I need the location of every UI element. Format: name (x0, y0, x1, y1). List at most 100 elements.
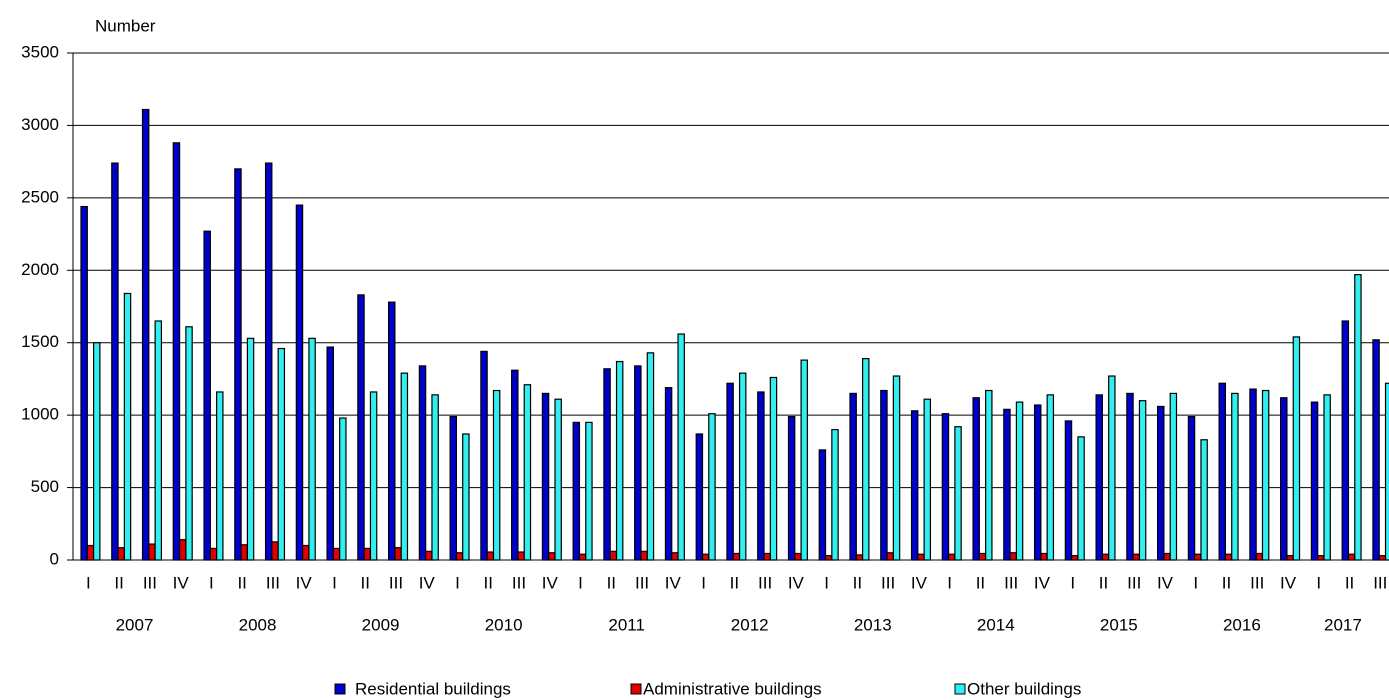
bar (216, 391, 224, 561)
bar (1138, 400, 1147, 561)
bar (1249, 388, 1257, 561)
x-tick-label: III (143, 573, 157, 592)
bar (1317, 555, 1325, 561)
bar (578, 553, 587, 561)
bar (880, 389, 888, 561)
x-tick-label: I (209, 573, 214, 592)
bar (1187, 415, 1196, 561)
x-tick-label: II (360, 573, 369, 592)
bar (264, 162, 273, 561)
x-tick-label: III (1127, 573, 1141, 592)
bar (172, 142, 181, 561)
bar (400, 372, 409, 561)
bar (985, 389, 993, 561)
bar (1347, 553, 1356, 561)
bar (634, 365, 642, 561)
bar (917, 553, 925, 561)
x-tick-label: I (1316, 573, 1321, 592)
bar (541, 392, 550, 561)
bar (240, 544, 249, 561)
bar (1064, 420, 1073, 561)
x-tick-label: IV (1157, 573, 1174, 592)
x-tick-label: II (237, 573, 246, 592)
y-tick-label: 0 (50, 549, 59, 568)
legend-swatch (630, 683, 642, 695)
x-tick-label: II (484, 573, 493, 592)
bar (1009, 552, 1017, 561)
x-tick-label: I (578, 573, 583, 592)
year-label: 2008 (239, 615, 277, 634)
x-tick-label: II (114, 573, 123, 592)
bar (1015, 401, 1024, 561)
bar (455, 552, 464, 561)
bar (548, 552, 556, 561)
y-tick-label: 500 (31, 477, 59, 496)
bar (738, 372, 747, 561)
x-tick-label: I (455, 573, 460, 592)
bar (1310, 401, 1319, 561)
bar (480, 350, 488, 561)
y-tick-label: 1000 (21, 405, 59, 424)
legend-swatch (334, 683, 346, 695)
x-tick-label: I (86, 573, 91, 592)
y-tick-label: 1500 (21, 332, 59, 351)
bar (1200, 439, 1208, 561)
bar (609, 550, 618, 561)
bar (1384, 382, 1389, 561)
bar (277, 347, 286, 561)
bar (148, 543, 156, 561)
bar (1218, 382, 1227, 561)
x-tick-label: II (1099, 573, 1108, 592)
x-tick-label: III (266, 573, 280, 592)
bar (1046, 394, 1055, 561)
bar (671, 552, 679, 561)
x-tick-label: II (853, 573, 862, 592)
year-label: 2015 (1100, 615, 1138, 634)
bar (86, 544, 95, 561)
bar (425, 550, 433, 561)
bar (1033, 404, 1042, 561)
bar (585, 421, 593, 561)
bar (1040, 552, 1048, 561)
bar (763, 552, 771, 561)
bar (511, 369, 519, 561)
bar (523, 384, 532, 561)
x-tick-label: II (1345, 573, 1354, 592)
bar (1077, 436, 1085, 561)
bar (234, 168, 242, 561)
bar (794, 552, 802, 561)
x-tick-label: III (758, 573, 772, 592)
bar (1255, 552, 1264, 561)
bar (123, 292, 132, 561)
x-tick-label: I (332, 573, 337, 592)
bar (1156, 405, 1165, 561)
x-tick-label: II (607, 573, 616, 592)
bar (726, 382, 734, 561)
x-tick-label: I (1193, 573, 1198, 592)
bar (941, 413, 950, 561)
bar (1292, 336, 1301, 561)
bar (695, 433, 704, 561)
bar (492, 389, 501, 561)
bar (732, 552, 741, 561)
bar (1286, 555, 1294, 561)
bar (1372, 339, 1380, 561)
x-tick-label: II (1222, 573, 1231, 592)
year-label: 2011 (608, 615, 645, 634)
bar (701, 553, 710, 561)
x-tick-label: IV (173, 573, 190, 592)
x-tick-label: III (881, 573, 895, 592)
bar (517, 551, 525, 561)
bar (1280, 397, 1288, 561)
bar (1378, 555, 1387, 561)
bar (1126, 392, 1134, 561)
bar (947, 553, 956, 561)
bar (449, 415, 458, 561)
bar (418, 365, 427, 561)
x-tick-label: II (730, 573, 739, 592)
y-tick-label: 2000 (21, 260, 59, 279)
bar (769, 376, 778, 561)
bar (209, 547, 218, 561)
year-label: 2007 (116, 615, 154, 634)
